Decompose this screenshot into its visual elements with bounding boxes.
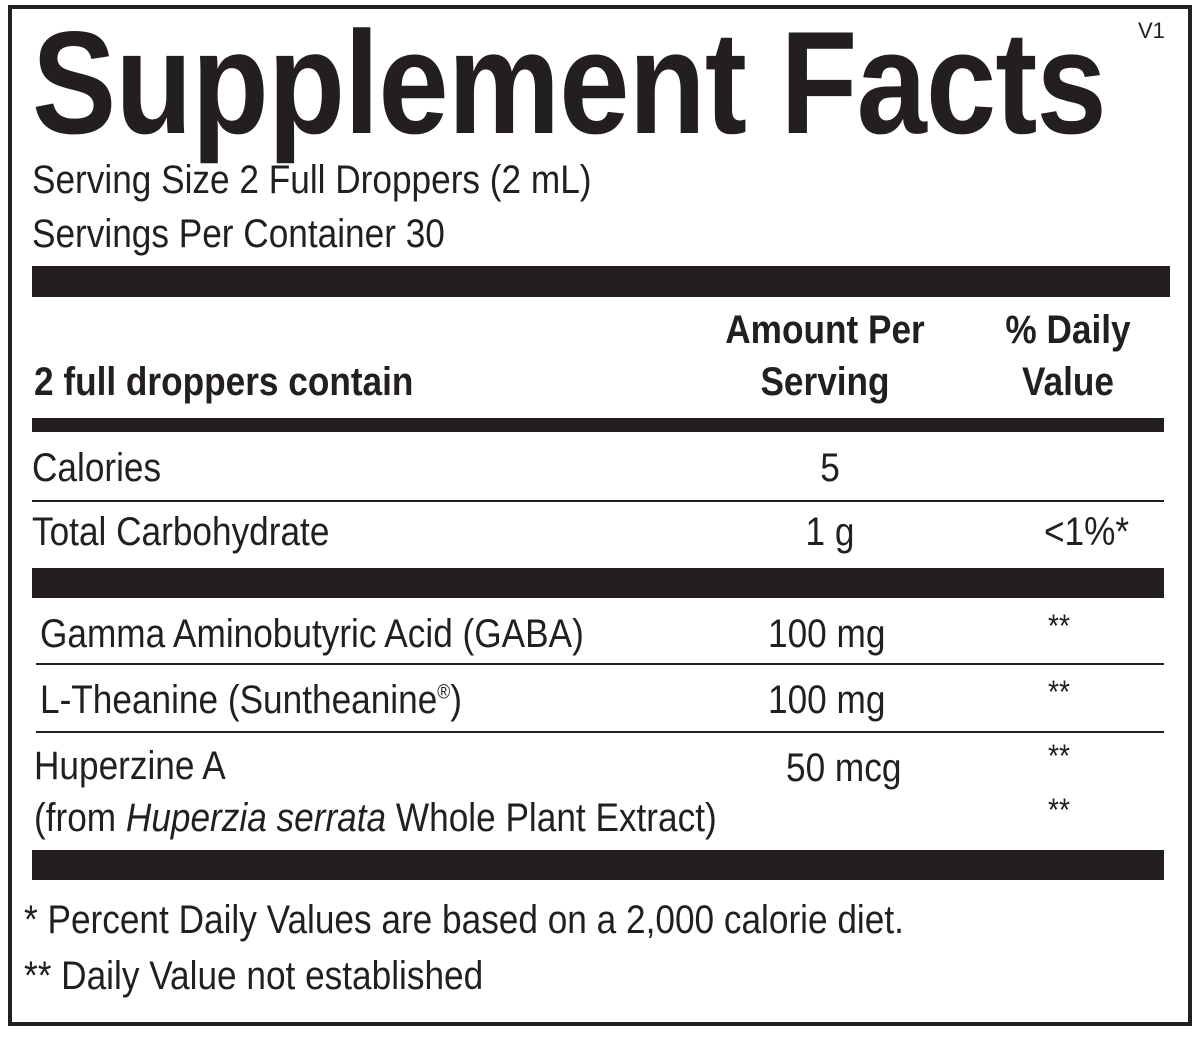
registered-mark: ®	[437, 681, 451, 704]
footnote: * Percent Daily Values are based on a 2,…	[24, 898, 904, 942]
row-amount: 50 mcg	[786, 746, 902, 790]
row-name: Calories	[32, 446, 162, 490]
name-text: L-Theanine (Suntheanine	[40, 678, 438, 722]
footnote: ** Daily Value not established	[24, 954, 484, 998]
dv-header-2: Value	[1022, 360, 1114, 404]
row-name: L-Theanine (Suntheanine®)	[40, 680, 462, 720]
thick-divider	[32, 568, 1164, 598]
medium-divider	[32, 418, 1164, 432]
label-border	[8, 5, 1192, 1026]
label-title: Supplement Facts	[32, 1, 1107, 164]
name-end: )	[450, 678, 462, 722]
thin-divider	[36, 663, 1164, 665]
amount-header-2: Serving	[760, 360, 890, 404]
row-dv: **	[1048, 674, 1070, 710]
dv-header-1: % Daily	[1005, 308, 1131, 352]
row-name: Huperzine A	[34, 744, 226, 788]
row-amount: 1 g	[805, 510, 855, 554]
servings-per-container: Servings Per Container 30	[32, 212, 445, 256]
row-name: Gamma Aminobutyric Acid (GABA)	[40, 612, 584, 656]
row-amount: 5	[820, 446, 840, 490]
amount-header-1: Amount Per	[725, 308, 925, 352]
row-dv: **	[1048, 738, 1070, 774]
thick-divider	[32, 266, 1170, 297]
row-source: (from Huperzia serrata Whole Plant Extra…	[34, 798, 717, 838]
header-label: 2 full droppers contain	[34, 360, 414, 404]
thin-divider	[32, 500, 1164, 502]
row-name: Total Carbohydrate	[32, 510, 330, 554]
row-amount: 100 mg	[768, 678, 886, 722]
source-suffix: Whole Plant Extract)	[386, 796, 717, 840]
source-prefix: (from	[34, 796, 126, 840]
row-amount: 100 mg	[768, 612, 886, 656]
thick-divider	[32, 850, 1164, 880]
version-mark: V1	[1138, 18, 1165, 43]
row-dv: **	[1048, 608, 1070, 644]
row-dv: <1%*	[1044, 510, 1130, 554]
row-dv: **	[1048, 792, 1070, 828]
thin-divider	[36, 731, 1164, 733]
serving-size: Serving Size 2 Full Droppers (2 mL)	[32, 158, 592, 202]
source-species: Huperzia serrata	[125, 796, 387, 840]
